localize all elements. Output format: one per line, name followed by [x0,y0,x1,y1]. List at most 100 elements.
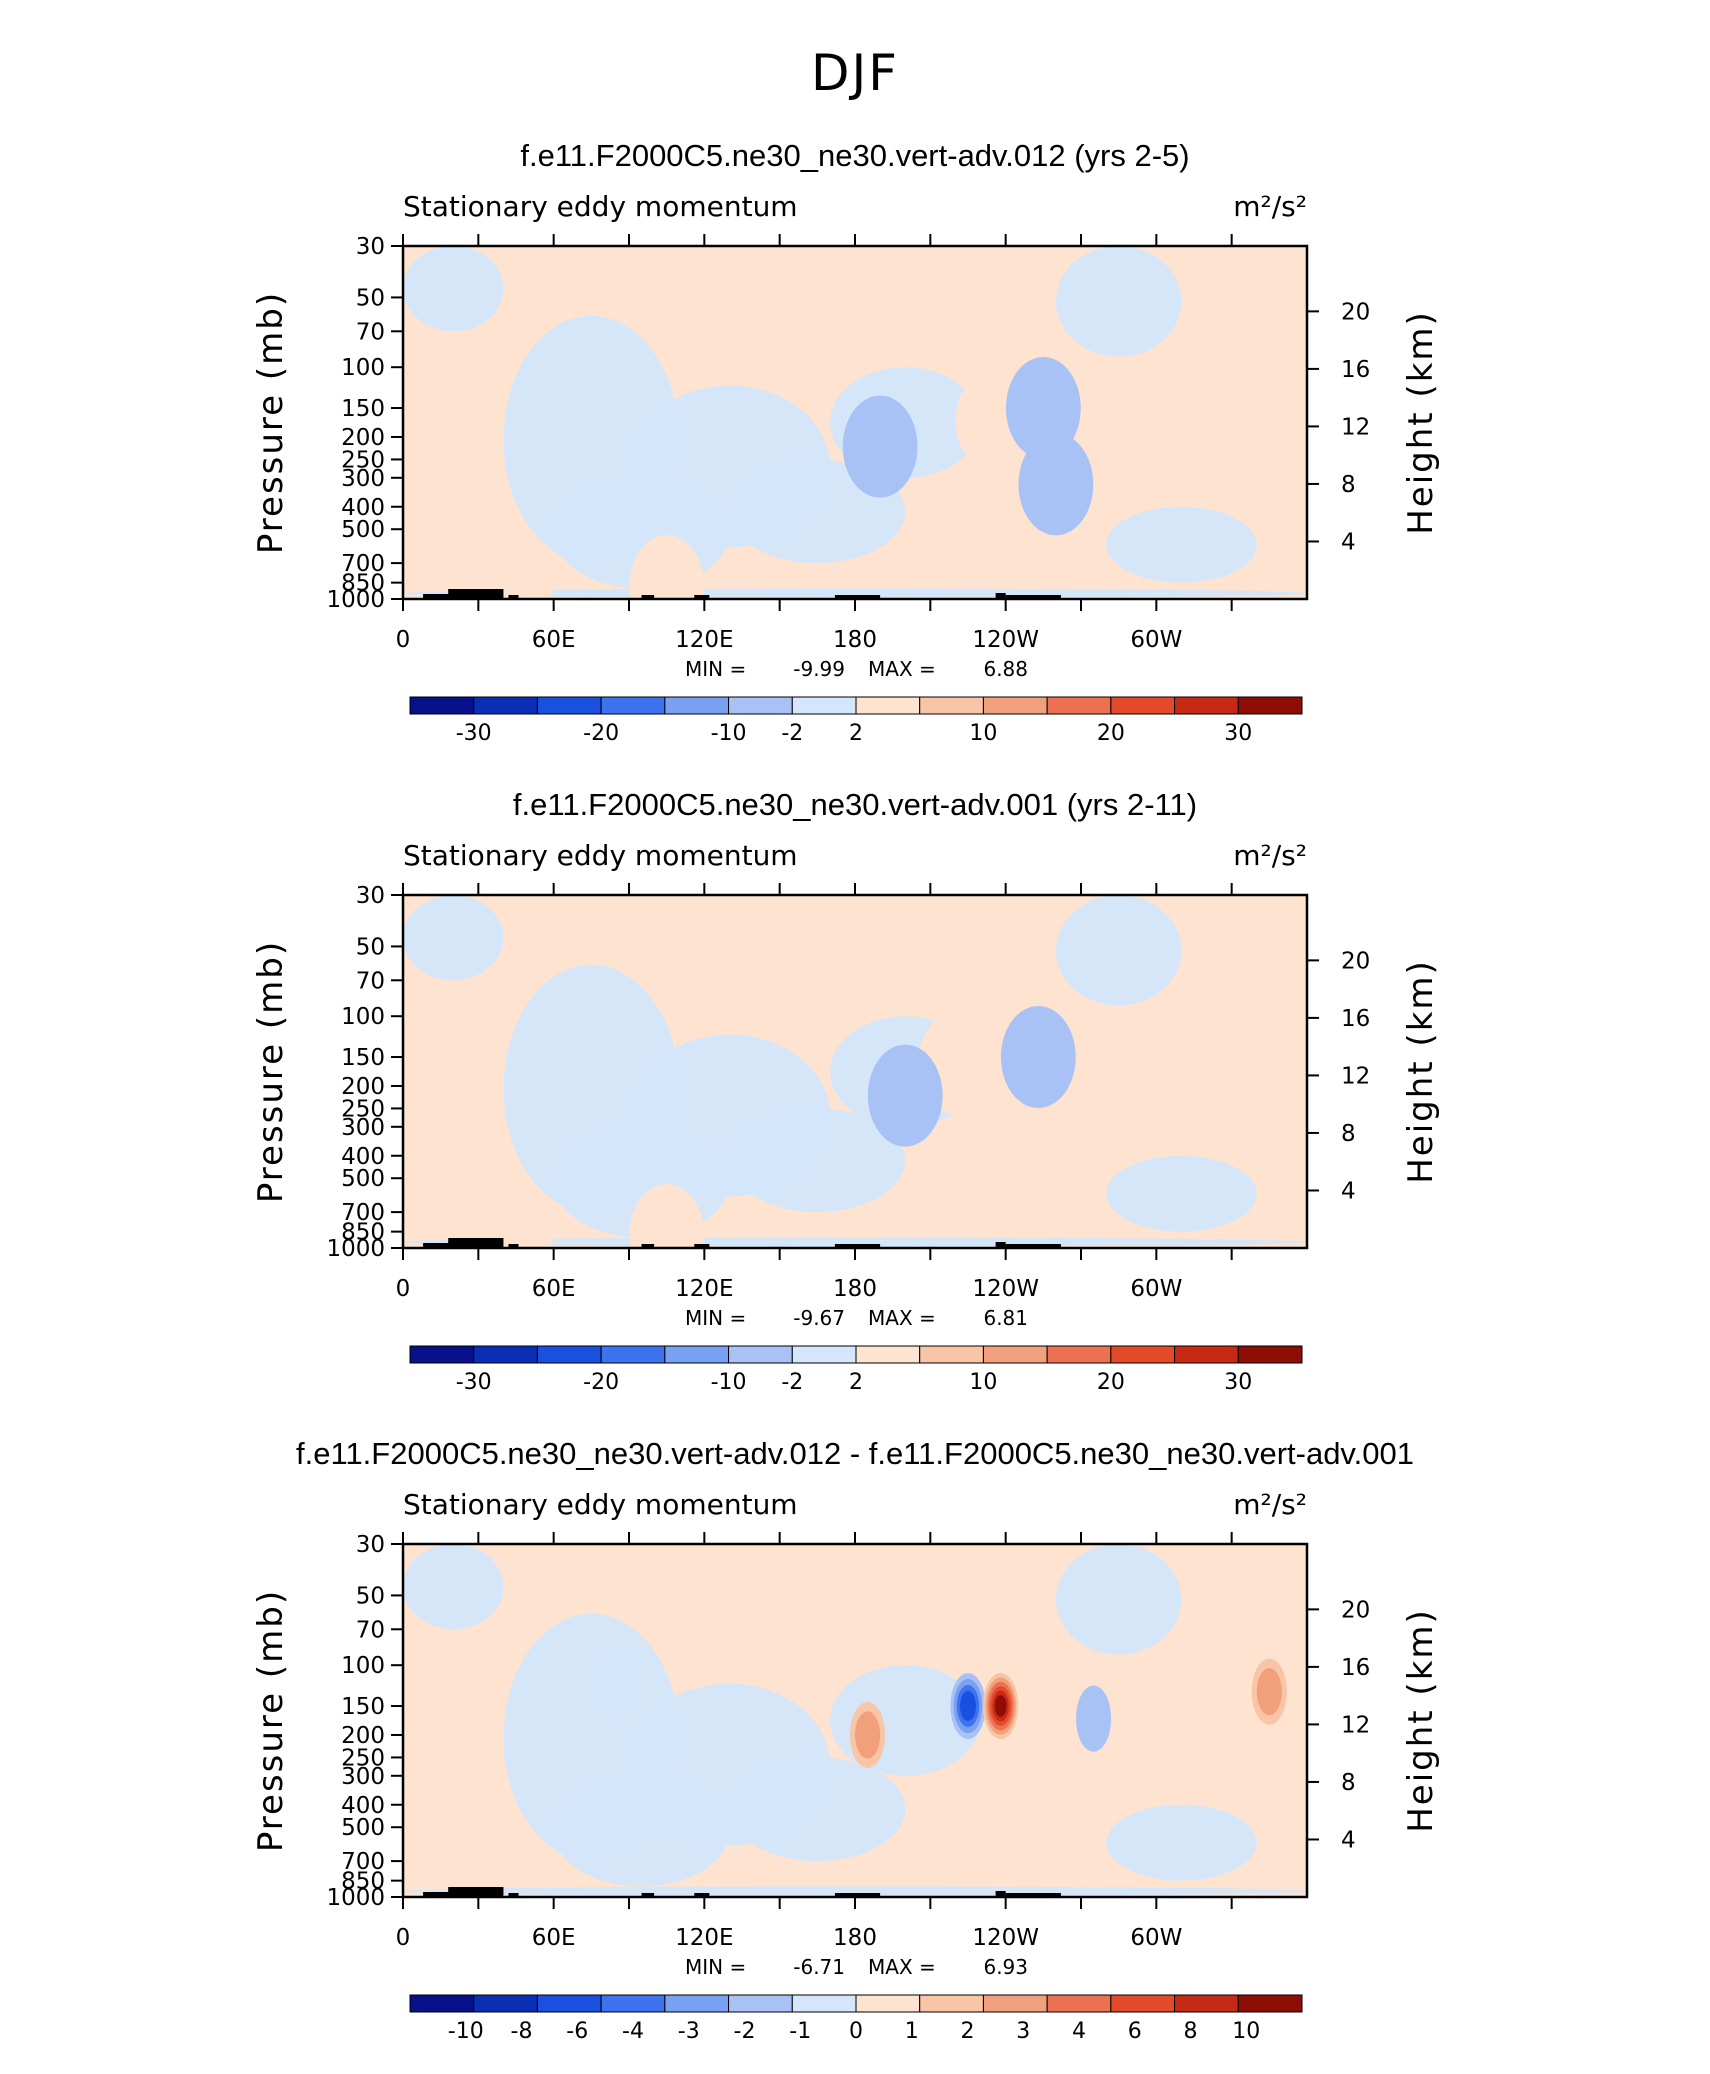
y-tick-label: 200 [341,425,385,451]
colorbar-label: -4 [622,2019,644,2044]
y-tick-label: 300 [341,1115,385,1141]
y-tick-label: 150 [341,1045,385,1071]
colorbar-label: 2 [849,721,863,746]
y-tick-label: 50 [356,934,385,960]
colorbar-label: 10 [969,1370,997,1395]
colorbar-label: -30 [456,1370,492,1395]
colorbar-label: 8 [1184,2019,1198,2044]
stats-min-value: -6.71 [793,1955,845,1979]
stats-max-label: MAX = [868,1955,936,1979]
x-tick-label: 0 [396,1276,411,1302]
colorbar-swatch [473,1345,538,1364]
contour-feature [1020,377,1066,439]
y-tick-label: 850 [341,1869,385,1895]
contour-field [403,895,1307,1248]
colorbar-label: 30 [1224,1370,1252,1395]
y-tick-label: 100 [341,1004,385,1030]
contour-feature [997,1699,1005,1713]
figure-title: DJF [810,44,899,102]
y-tick-label: 200 [341,1723,385,1749]
colorbar-swatch [1110,1994,1176,2013]
panel-1: f.e11.F2000C5.ne30_ne30.vert-adv.012 (yr… [251,138,1441,746]
colorbar-label: 2 [849,1370,863,1395]
colorbar-swatch [664,1345,730,1364]
contour-feature [403,375,479,478]
weak-negative-region [403,1544,504,1630]
weak-negative-region [1055,246,1182,357]
weak-negative-region [553,1775,730,1887]
colorbar-label: 10 [969,721,997,746]
colorbar-swatch [728,1345,793,1364]
colorbar-label: -30 [456,721,492,746]
y2-tick-label: 20 [1341,1597,1370,1623]
colorbar-swatch [1237,1345,1303,1364]
x-tick-label: 120E [675,1925,733,1951]
y-tick-label: 250 [341,1745,385,1771]
colorbar-label: 2 [961,2019,975,2044]
contour-feature [478,531,554,599]
colorbar-label: 20 [1097,721,1125,746]
y2-tick-label: 16 [1341,1655,1370,1681]
x-tick-label: 60E [532,1925,576,1951]
stats-max-value: 6.88 [983,657,1028,681]
x-tick-label: 120E [675,627,733,653]
topography-mask [834,1893,881,1897]
contour-field [403,1544,1307,1897]
y-tick-label: 400 [341,1144,385,1170]
colorbar-swatch [473,1994,538,2013]
colorbar-label: -20 [583,1370,619,1395]
colorbar-swatch [919,696,984,715]
colorbar-swatch [1237,696,1303,715]
contour-feature [478,1177,554,1248]
y-tick-label: 400 [341,1793,385,1819]
topography-mask [995,1242,1006,1248]
colorbar-swatch [855,1994,921,2013]
colorbar-label: -20 [583,721,619,746]
y-tick-label: 400 [341,495,385,521]
contour-feature [857,415,903,478]
stats-max-value: 6.81 [983,1306,1028,1330]
colorbar-label: 0 [849,2019,863,2044]
y-tick-label: 1000 [326,1236,385,1262]
topography-mask [995,1891,1006,1897]
colorbar-swatch [1174,696,1239,715]
x-tick-label: 180 [833,627,877,653]
colorbar-swatch [1174,1345,1239,1364]
colorbar-swatch [600,1345,666,1364]
contour-feature [629,535,705,599]
stats-min-value: -9.99 [793,657,845,681]
colorbar-swatch [536,696,602,715]
colorbar-swatch [855,696,921,715]
x-tick-label: 0 [396,627,411,653]
y2-axis-label: Height (km) [1401,1608,1441,1833]
y-tick-label: 700 [341,1849,385,1875]
topography-mask [694,595,710,599]
colorbar-label: 20 [1097,1370,1125,1395]
colorbar-swatch [982,1345,1048,1364]
topography-mask [1005,595,1061,599]
topography-mask [1005,1244,1061,1248]
topography-mask [508,595,519,599]
stats-max-value: 6.93 [983,1955,1028,1979]
stats-max-label: MAX = [868,657,936,681]
weak-negative-region [1055,895,1182,1006]
y2-tick-label: 20 [1341,299,1370,325]
topography-mask [694,1893,710,1897]
topography-mask [448,589,504,599]
colorbar-label: -3 [678,2019,700,2044]
colorbar-swatch [409,696,475,715]
y-tick-label: 50 [356,1583,385,1609]
y-tick-label: 300 [341,466,385,492]
colorbar-swatch [791,696,857,715]
colorbar-swatch [1110,696,1176,715]
colorbar-label: 6 [1128,2019,1142,2044]
y-tick-label: 500 [341,517,385,543]
y-tick-label: 1000 [326,1885,385,1911]
topography-mask [508,1893,519,1897]
panel-variable-label: Stationary eddy momentum [403,1488,798,1521]
y-tick-label: 700 [341,551,385,577]
x-tick-label: 180 [833,1276,877,1302]
stats-min-label: MIN = [685,1306,746,1330]
x-tick-label: 60W [1130,1925,1182,1951]
topography-mask [448,1887,504,1897]
